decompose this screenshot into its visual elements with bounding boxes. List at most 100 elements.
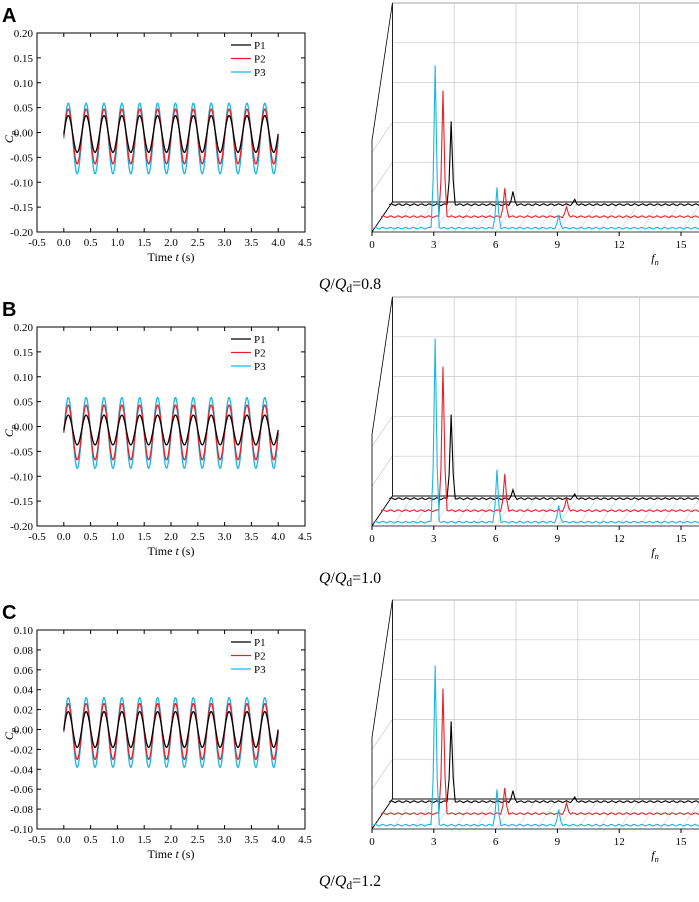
x-tick-label: 3.5 xyxy=(245,531,259,543)
legend-label-p1: P1 xyxy=(254,40,266,52)
y-tick-label: -0.02 xyxy=(10,744,33,756)
y-tick-label: 0.15 xyxy=(14,347,34,359)
spectrum-line-p3 xyxy=(373,65,699,230)
y-axis-label-group: Cp xyxy=(2,728,18,740)
grid-line xyxy=(495,495,517,527)
y-tick-label: -0.04 xyxy=(10,764,33,776)
grid-line xyxy=(371,456,393,487)
y-tick-label: 0.00 xyxy=(14,725,34,737)
x-tick-label: 2.0 xyxy=(164,237,178,249)
x-tick-label: 6 xyxy=(493,836,499,848)
x-tick-label: 0.5 xyxy=(84,531,98,543)
x-tick-label: 9 xyxy=(555,836,561,848)
caption-part: Q xyxy=(319,873,331,890)
x-tick-label: 2.0 xyxy=(164,531,178,543)
x-axis-label: fn xyxy=(651,545,659,561)
grid-line xyxy=(433,201,455,233)
y-tick-label: -0.10 xyxy=(10,177,33,189)
spectrum-line-p1 xyxy=(389,121,699,207)
panel-letter: B xyxy=(2,299,16,321)
caption-part: Q xyxy=(335,276,347,293)
grid-line xyxy=(557,495,579,527)
grid-line xyxy=(371,122,393,153)
grid-line xyxy=(557,201,579,233)
x-tick-label: 6 xyxy=(493,239,499,251)
x-tick-label: 1.0 xyxy=(111,531,125,543)
x-axis-label-part: t xyxy=(175,847,179,861)
y-tick-label: -0.10 xyxy=(10,471,33,483)
x-tick-label: 3.5 xyxy=(245,834,259,846)
x-axis-label-part: Time xyxy=(148,250,176,264)
grid-line xyxy=(371,162,393,193)
left-wall xyxy=(371,296,393,528)
x-tick-label: 3 xyxy=(431,239,437,251)
x-tick-label: 9 xyxy=(555,239,561,251)
flow-rate-caption: Q/Qd=1.2 xyxy=(319,873,381,892)
x-axis-label-part: Time xyxy=(148,544,176,558)
spectrum-line-p3 xyxy=(373,665,699,827)
y-axis-label-sub: p xyxy=(9,131,18,136)
spectrum-chart: 0.0080.0160.0240.0320.040Cp0369121518212… xyxy=(369,599,699,864)
x-axis-label-sub: n xyxy=(655,552,659,561)
floor xyxy=(371,495,699,527)
caption-part: Q xyxy=(319,570,331,587)
grid-line xyxy=(557,798,579,830)
grid-line xyxy=(495,798,517,830)
x-tick-label: 4.5 xyxy=(298,531,312,543)
y-tick-label: -0.05 xyxy=(10,446,33,458)
x-tick-label: 2.5 xyxy=(191,237,205,249)
time-series-chart: -0.5 0.0 0.5 1.0 1.5 2.0 2.5 3.0 3.5 4.0 4.5 -0.10 -… xyxy=(2,625,312,861)
x-tick-label: 12 xyxy=(614,533,625,545)
back-wall xyxy=(391,599,699,800)
back-wall xyxy=(391,296,699,497)
legend-label-p2: P2 xyxy=(254,348,266,360)
floor xyxy=(371,798,699,830)
caption-part: / xyxy=(330,873,335,890)
y-tick-label: 0.06 xyxy=(14,665,34,677)
caption-part: =1.2 xyxy=(352,873,381,890)
series-line-p1 xyxy=(63,710,279,749)
grid-line xyxy=(371,719,393,750)
caption-part: / xyxy=(330,276,335,293)
x-axis-label-part: Time xyxy=(148,847,176,861)
y-axis-label: Cp xyxy=(2,728,18,740)
y-tick-label: 0.20 xyxy=(14,28,34,40)
x-tick-label: 0.5 xyxy=(84,237,98,249)
y-axis-label-group: Cp xyxy=(2,131,18,143)
x-axis-label-main: f xyxy=(651,848,656,862)
x-axis-label-sub: n xyxy=(655,258,659,267)
y-axis-label: Cp xyxy=(2,425,18,437)
x-axis-label: fn xyxy=(651,251,659,267)
panel-c: C -0.5 0.0 0.5 1.0 1.5 2.0 2.5 3.0 3.5 4.0 4.5 -0.10… xyxy=(2,599,699,892)
flow-rate-caption: Q/Qd=0.8 xyxy=(319,276,381,295)
x-tick-label: 12 xyxy=(614,836,625,848)
caption-part: =1.0 xyxy=(352,570,381,587)
grid-line xyxy=(433,798,455,830)
x-tick-label: 0 xyxy=(369,836,375,848)
y-tick-label: -0.05 xyxy=(10,152,33,164)
y-axis-label-sub: p xyxy=(9,425,18,430)
x-tick-label: 3.0 xyxy=(218,834,232,846)
caption-part: / xyxy=(330,570,335,587)
spectrum-chart: 0.0130.0260.0390.0520.065Cp0369121518212… xyxy=(369,2,699,267)
y-tick-label: 0.04 xyxy=(14,685,34,697)
y-tick-label: -0.20 xyxy=(10,521,33,533)
x-tick-label: 2.5 xyxy=(191,834,205,846)
series-line-p1 xyxy=(63,414,279,446)
series-line-p1 xyxy=(63,114,279,154)
panel-letter: A xyxy=(2,5,16,27)
left-wall xyxy=(371,599,393,831)
x-tick-label: 1.5 xyxy=(137,531,151,543)
x-tick-label: 4.0 xyxy=(271,237,285,249)
left-wall xyxy=(371,2,393,234)
x-axis-label-part: t xyxy=(175,544,179,558)
floor xyxy=(371,201,699,233)
y-tick-label: -0.06 xyxy=(10,784,33,796)
legend-label-p3: P3 xyxy=(254,361,266,373)
caption-part: Q xyxy=(319,276,331,293)
y-axis-label-sub: p xyxy=(9,728,18,733)
x-tick-label: 1.0 xyxy=(111,237,125,249)
x-tick-label: 0 xyxy=(369,533,375,545)
caption-part: =0.8 xyxy=(352,276,381,293)
